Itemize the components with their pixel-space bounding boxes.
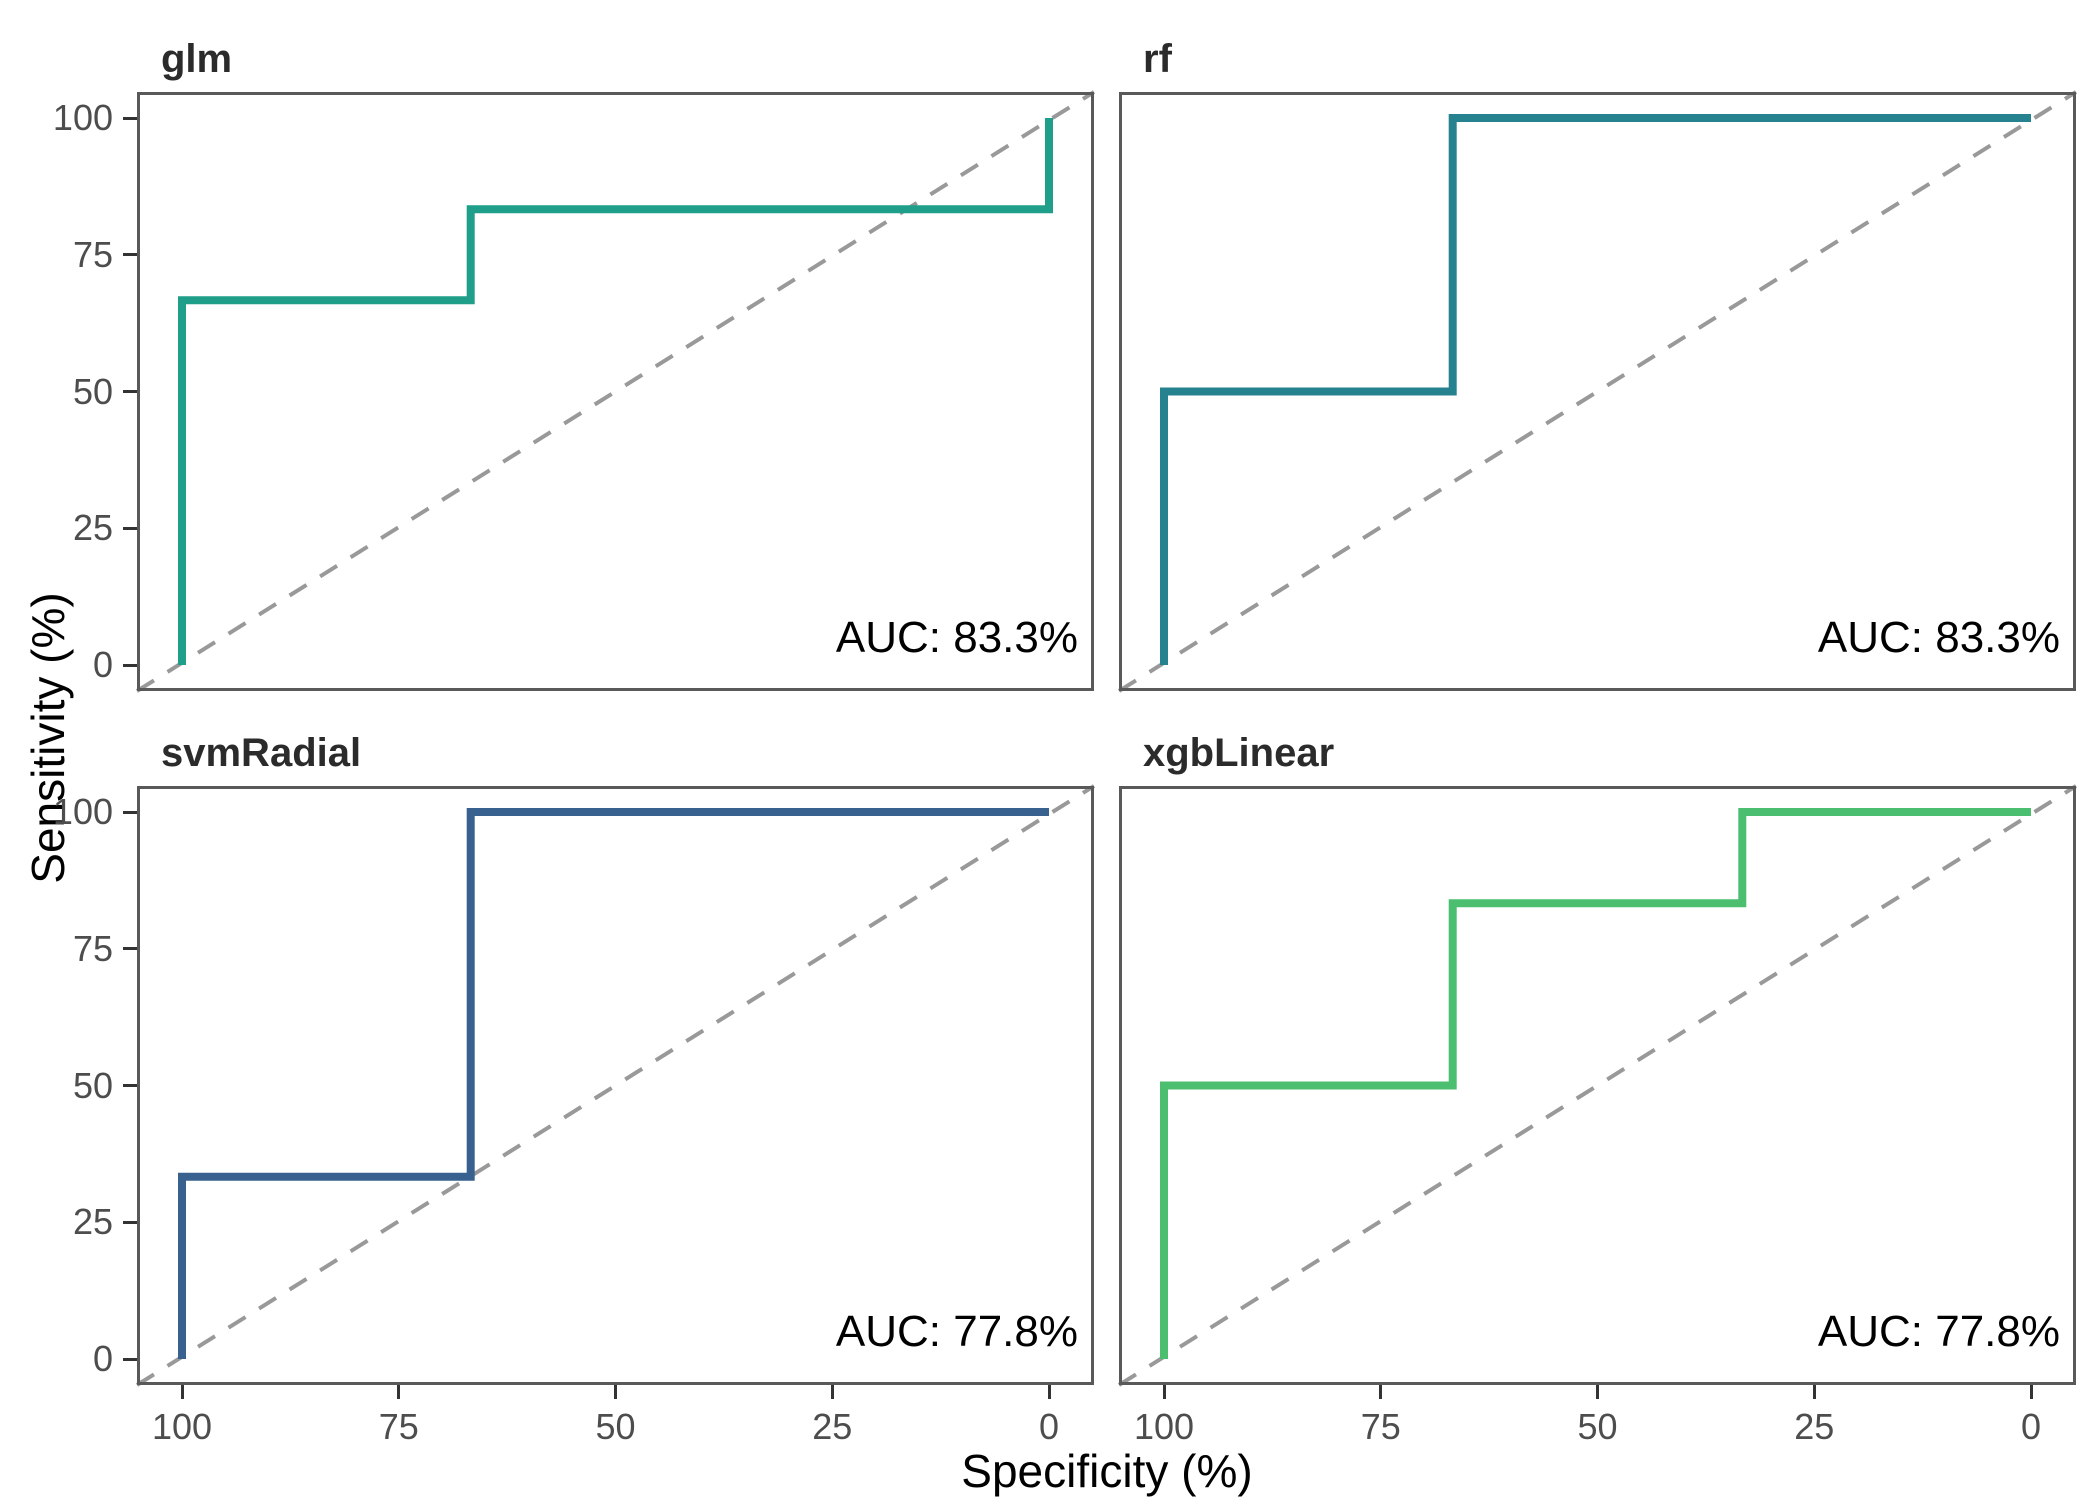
facet-title: rf bbox=[1143, 37, 1172, 81]
y-tick-mark bbox=[123, 1084, 137, 1087]
panel-border bbox=[137, 786, 1094, 1385]
auc-annotation: AUC: 83.3% bbox=[835, 613, 1078, 662]
x-tick-mark bbox=[1379, 1385, 1383, 1399]
roc-curve-panel bbox=[135, 784, 1096, 1387]
x-tick-mark bbox=[1162, 1385, 1166, 1399]
y-tick-mark bbox=[123, 663, 137, 667]
y-axis-title: Sensitivity (%) bbox=[22, 592, 74, 884]
y-tick-mark bbox=[123, 116, 137, 120]
x-tick-mark bbox=[1812, 1385, 1816, 1399]
x-tick-label: 50 bbox=[1577, 1406, 1618, 1447]
roc-curve-panel bbox=[135, 90, 1096, 693]
x-tick-label: 25 bbox=[1794, 1406, 1835, 1447]
roc-curve bbox=[178, 118, 1053, 665]
roc-curve bbox=[1160, 808, 2031, 1359]
x-tick-label: 0 bbox=[1038, 1406, 1060, 1447]
y-tick-label: 50 bbox=[72, 370, 113, 412]
y-tick-label: 25 bbox=[72, 507, 113, 549]
y-tick-label: 50 bbox=[72, 1064, 113, 1106]
facet-rf: rf AUC: 83.3% bbox=[1117, 37, 2078, 693]
y-tick-mark bbox=[123, 390, 137, 393]
y-tick-label: 75 bbox=[72, 233, 113, 275]
x-tick-label: 100 bbox=[151, 1406, 213, 1447]
auc-annotation: AUC: 83.3% bbox=[1817, 613, 2060, 662]
auc-annotation: AUC: 77.8% bbox=[835, 1307, 1078, 1356]
y-tick-mark bbox=[123, 526, 137, 530]
y-tick-label: 0 bbox=[92, 1338, 113, 1379]
roc-curve bbox=[1160, 114, 2031, 665]
diagonal-reference-line bbox=[1117, 90, 2078, 693]
x-tick-mark bbox=[180, 1385, 184, 1399]
diagonal-reference-line bbox=[1117, 784, 2078, 1387]
roc-curve-panel bbox=[1117, 90, 2078, 693]
y-tick-mark bbox=[123, 1220, 137, 1224]
x-tick-label: 75 bbox=[1360, 1406, 1401, 1447]
diagonal-reference-line bbox=[135, 90, 1096, 693]
x-tick-label: 50 bbox=[595, 1406, 636, 1447]
auc-annotation: AUC: 77.8% bbox=[1817, 1307, 2060, 1356]
x-tick-label: 25 bbox=[812, 1406, 853, 1447]
facet-glm: glm 0 25 50 75 100 AUC: 83.3% bbox=[53, 37, 1096, 693]
facet-title: glm bbox=[161, 37, 233, 81]
x-tick-label: 0 bbox=[2020, 1406, 2042, 1447]
y-tick-mark bbox=[123, 810, 137, 814]
x-tick-mark bbox=[397, 1385, 401, 1399]
facet-xgbLinear: xgbLinear 100 75 50 25 0 AUC: 77.8% bbox=[1117, 731, 2078, 1445]
roc-curve-panel bbox=[1117, 784, 2078, 1387]
x-tick-label: 100 bbox=[1133, 1406, 1195, 1447]
x-tick-mark bbox=[1596, 1385, 1599, 1399]
panel-border bbox=[137, 92, 1094, 691]
x-tick-label: 75 bbox=[378, 1406, 419, 1447]
facet-title: xgbLinear bbox=[1143, 731, 1335, 775]
x-tick-mark bbox=[830, 1385, 834, 1399]
y-tick-label: 75 bbox=[72, 927, 113, 969]
panel-border bbox=[1119, 786, 2076, 1385]
y-tick-mark bbox=[123, 253, 137, 257]
facet-title: svmRadial bbox=[161, 731, 362, 775]
x-tick-mark bbox=[1047, 1385, 1051, 1399]
x-axis-title: Specificity (%) bbox=[961, 1445, 1253, 1497]
panel-border bbox=[1119, 92, 2076, 691]
roc-curve bbox=[178, 808, 1049, 1359]
facet-svmRadial: svmRadial 0 25 50 75 100 100 75 50 25 0 AUC: 77.… bbox=[53, 731, 1096, 1445]
y-tick-mark bbox=[123, 947, 137, 951]
x-tick-mark bbox=[2029, 1385, 2033, 1399]
x-tick-mark bbox=[614, 1385, 617, 1399]
y-tick-label: 25 bbox=[72, 1201, 113, 1243]
y-tick-label: 100 bbox=[52, 97, 113, 138]
diagonal-reference-line bbox=[135, 784, 1096, 1387]
y-tick-mark bbox=[123, 1357, 137, 1361]
